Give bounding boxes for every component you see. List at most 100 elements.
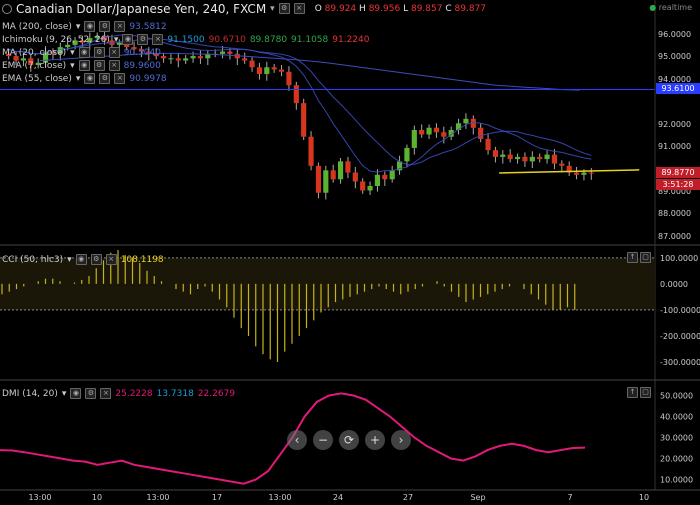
candle-body xyxy=(537,156,543,160)
candle xyxy=(168,53,174,64)
maximize-icon[interactable]: ▢ xyxy=(640,387,651,398)
indicator-name[interactable]: EMA (7, close) xyxy=(2,60,67,71)
settings-icon[interactable]: ⚙ xyxy=(278,3,290,14)
candle-body xyxy=(573,172,580,175)
scroll-right-button[interactable]: › xyxy=(391,430,411,450)
scroll-left-button[interactable]: ‹ xyxy=(287,430,307,450)
dmi-label[interactable]: DMI (14, 20) xyxy=(2,388,58,399)
candle-body xyxy=(581,172,587,175)
indicator-name[interactable]: Ichimoku (9, 26, 52, 26) xyxy=(2,34,110,45)
bar-countdown: 3:51:28 xyxy=(656,179,700,191)
dmi-pane-controls: ↑ ▢ xyxy=(627,387,651,398)
close-icon[interactable]: × xyxy=(105,254,117,265)
close-icon[interactable]: × xyxy=(108,60,120,71)
eye-icon[interactable]: ◉ xyxy=(78,47,90,58)
candle-body xyxy=(559,163,565,166)
x-tick-label: 13:00 xyxy=(28,493,51,502)
eye-icon[interactable]: ◉ xyxy=(122,34,134,45)
reset-zoom-button[interactable]: ⟳ xyxy=(339,430,359,450)
x-tick-label: 7 xyxy=(567,493,572,502)
cci-pane-controls: ↑ ▢ xyxy=(627,252,651,263)
close-icon[interactable]: × xyxy=(152,34,164,45)
candle-body xyxy=(219,51,226,54)
zoom-in-button[interactable]: + xyxy=(365,430,385,450)
ohlc-c-value: 89.877 xyxy=(454,3,487,14)
settings-icon[interactable]: ⚙ xyxy=(137,34,149,45)
candle-body xyxy=(50,51,56,54)
settings-icon[interactable]: ⚙ xyxy=(99,21,111,32)
ohlc-h-value: 89.956 xyxy=(368,3,401,14)
candle-body xyxy=(419,130,425,135)
candle-body xyxy=(65,44,71,48)
arrow-up-icon[interactable]: ↑ xyxy=(627,387,638,398)
price-pane[interactable] xyxy=(0,0,700,490)
candle-body xyxy=(256,67,263,74)
dmi-tick-label: 40.0000 xyxy=(660,413,693,422)
candle-body xyxy=(382,174,388,180)
candle xyxy=(522,152,528,167)
settings-icon[interactable]: ⚙ xyxy=(93,60,105,71)
close-icon[interactable]: × xyxy=(114,73,126,84)
candle-body xyxy=(463,118,469,124)
eye-icon[interactable]: ◉ xyxy=(84,73,96,84)
indicator-value: 90.9978 xyxy=(129,73,167,84)
candle-body xyxy=(323,170,329,193)
candle xyxy=(588,168,594,180)
candle-body xyxy=(79,40,86,43)
chart-title[interactable]: Canadian Dollar/Japanese Yen, 240, FXCM xyxy=(16,1,267,16)
chevron-down-icon[interactable]: ▾ xyxy=(61,388,67,399)
cci-value: 108.1198 xyxy=(120,254,164,265)
indicator-name[interactable]: EMA (55, close) xyxy=(2,73,72,84)
candle xyxy=(271,63,277,73)
settings-icon[interactable]: ⚙ xyxy=(90,254,102,265)
cci-pane[interactable]: 100.0000 0.0000 -100.0000 -200.0000 -300.000… xyxy=(0,250,700,381)
candle-body xyxy=(433,127,440,133)
candle xyxy=(183,54,189,64)
eye-icon[interactable]: ◉ xyxy=(70,388,82,399)
price-pane-bg xyxy=(0,0,700,245)
candle xyxy=(278,65,285,77)
price-tick-label: 87.0000 xyxy=(658,231,692,241)
chevron-down-icon[interactable]: ▾ xyxy=(70,47,75,58)
settings-icon[interactable]: ⚙ xyxy=(99,73,111,84)
indicator-row: EMA (7, close) ▾ ◉ ⚙ × 89.9600 xyxy=(2,59,369,72)
close-icon[interactable]: × xyxy=(293,3,305,14)
hline-price-tag: 93.6100 xyxy=(656,83,700,95)
candle xyxy=(507,149,513,163)
indicator-name[interactable]: MA (20, close) xyxy=(2,47,67,58)
cci-label[interactable]: CCI (50, hlc3) xyxy=(2,254,64,265)
candle xyxy=(478,123,484,143)
chevron-down-icon[interactable]: ▾ xyxy=(75,21,81,32)
chevron-down-icon[interactable]: ▾ xyxy=(70,60,75,71)
last-price-tag: 89.8770 xyxy=(656,167,700,179)
eye-icon[interactable]: ◉ xyxy=(75,254,87,265)
close-icon[interactable]: × xyxy=(114,21,126,32)
close-icon[interactable]: × xyxy=(100,388,112,399)
close-icon[interactable]: × xyxy=(108,47,120,58)
dmi-legend: DMI (14, 20) ▾ ◉ ⚙ × 25.2228 13.7318 22.… xyxy=(2,387,235,400)
eye-icon[interactable]: ◉ xyxy=(84,21,96,32)
indicator-row: MA (200, close) ▾ ◉ ⚙ × 93.5812 xyxy=(2,20,369,33)
maximize-icon[interactable]: ▢ xyxy=(640,252,651,263)
candle-body xyxy=(522,156,528,162)
eye-icon[interactable]: ◉ xyxy=(78,60,90,71)
candle-body xyxy=(441,132,447,137)
candle-body xyxy=(396,161,403,171)
chevron-down-icon[interactable]: ▾ xyxy=(67,254,72,265)
chevron-down-icon[interactable]: ▾ xyxy=(75,73,81,84)
candle-body xyxy=(345,161,351,173)
candle-body xyxy=(293,85,299,104)
candle xyxy=(330,164,336,183)
zoom-out-button[interactable]: − xyxy=(313,430,333,450)
chevron-down-icon[interactable]: ▾ xyxy=(113,34,119,45)
settings-icon[interactable]: ⚙ xyxy=(93,47,105,58)
candle-body xyxy=(271,67,277,70)
cci-tick-label: -200.0000 xyxy=(660,332,700,341)
ohlc-o-label: O xyxy=(314,3,322,14)
arrow-up-icon[interactable]: ↑ xyxy=(627,252,638,263)
indicator-name[interactable]: MA (200, close) xyxy=(2,21,72,32)
candle-body xyxy=(455,123,462,130)
chevron-down-icon[interactable]: ▾ xyxy=(270,3,275,14)
settings-icon[interactable]: ⚙ xyxy=(85,388,97,399)
